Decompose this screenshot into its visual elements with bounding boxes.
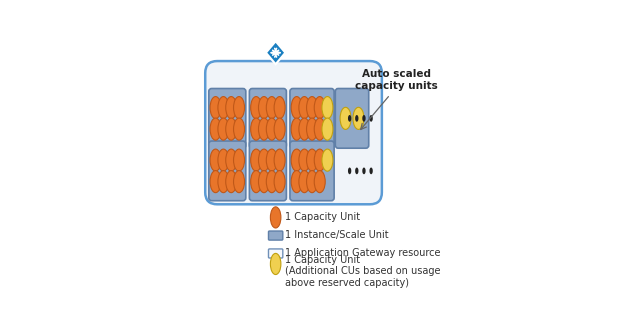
- Ellipse shape: [251, 170, 261, 193]
- Ellipse shape: [251, 97, 261, 119]
- Ellipse shape: [299, 149, 310, 171]
- Ellipse shape: [322, 118, 333, 140]
- Ellipse shape: [270, 207, 281, 228]
- Ellipse shape: [369, 115, 373, 122]
- Ellipse shape: [251, 118, 261, 140]
- FancyBboxPatch shape: [268, 249, 283, 258]
- Ellipse shape: [258, 149, 270, 171]
- Ellipse shape: [355, 167, 358, 174]
- Ellipse shape: [340, 107, 351, 129]
- FancyBboxPatch shape: [290, 89, 334, 148]
- Ellipse shape: [226, 149, 236, 171]
- Text: 1 Instance/Scale Unit: 1 Instance/Scale Unit: [285, 230, 389, 240]
- Ellipse shape: [226, 118, 236, 140]
- Ellipse shape: [299, 118, 310, 140]
- Ellipse shape: [291, 170, 302, 193]
- Ellipse shape: [291, 118, 302, 140]
- Ellipse shape: [369, 167, 373, 174]
- Ellipse shape: [266, 149, 277, 171]
- Text: Auto scaled
capacity units: Auto scaled capacity units: [355, 69, 437, 91]
- FancyBboxPatch shape: [335, 89, 369, 148]
- FancyBboxPatch shape: [290, 141, 334, 201]
- Ellipse shape: [322, 97, 333, 119]
- Ellipse shape: [314, 97, 325, 119]
- Ellipse shape: [353, 107, 364, 129]
- Ellipse shape: [218, 97, 229, 119]
- Ellipse shape: [306, 170, 318, 193]
- Ellipse shape: [210, 149, 221, 171]
- Ellipse shape: [363, 115, 366, 122]
- Ellipse shape: [314, 170, 325, 193]
- Ellipse shape: [218, 170, 229, 193]
- Ellipse shape: [266, 118, 277, 140]
- Ellipse shape: [258, 170, 270, 193]
- Ellipse shape: [306, 149, 318, 171]
- Ellipse shape: [210, 97, 221, 119]
- Ellipse shape: [314, 118, 325, 140]
- Ellipse shape: [218, 149, 229, 171]
- Ellipse shape: [226, 97, 236, 119]
- Text: 1 Capacity Unit: 1 Capacity Unit: [285, 212, 360, 222]
- Ellipse shape: [233, 149, 245, 171]
- Ellipse shape: [363, 167, 366, 174]
- Ellipse shape: [355, 115, 358, 122]
- Ellipse shape: [233, 118, 245, 140]
- Ellipse shape: [274, 170, 285, 193]
- Ellipse shape: [258, 97, 270, 119]
- Ellipse shape: [299, 170, 310, 193]
- Text: 1 Capacity Unit
(Additional CUs based on usage
above reserved capacity): 1 Capacity Unit (Additional CUs based on…: [285, 255, 441, 288]
- Ellipse shape: [233, 97, 245, 119]
- Ellipse shape: [291, 97, 302, 119]
- Ellipse shape: [266, 170, 277, 193]
- FancyBboxPatch shape: [205, 61, 382, 204]
- FancyBboxPatch shape: [209, 89, 246, 148]
- Ellipse shape: [314, 149, 325, 171]
- FancyBboxPatch shape: [250, 89, 286, 148]
- Ellipse shape: [233, 170, 245, 193]
- Text: 1 Application Gateway resource: 1 Application Gateway resource: [285, 248, 441, 258]
- Ellipse shape: [218, 118, 229, 140]
- Ellipse shape: [306, 97, 318, 119]
- FancyBboxPatch shape: [268, 231, 283, 240]
- FancyBboxPatch shape: [250, 141, 286, 201]
- Ellipse shape: [210, 118, 221, 140]
- Ellipse shape: [258, 118, 270, 140]
- Ellipse shape: [306, 118, 318, 140]
- Ellipse shape: [291, 149, 302, 171]
- Ellipse shape: [322, 149, 333, 171]
- Ellipse shape: [274, 149, 285, 171]
- FancyBboxPatch shape: [209, 141, 246, 201]
- Ellipse shape: [270, 253, 281, 275]
- Ellipse shape: [210, 170, 221, 193]
- Ellipse shape: [299, 97, 310, 119]
- Ellipse shape: [274, 97, 285, 119]
- Ellipse shape: [266, 97, 277, 119]
- Ellipse shape: [274, 118, 285, 140]
- Ellipse shape: [251, 149, 261, 171]
- Ellipse shape: [226, 170, 236, 193]
- Polygon shape: [266, 41, 285, 64]
- Ellipse shape: [348, 115, 351, 122]
- Ellipse shape: [348, 167, 351, 174]
